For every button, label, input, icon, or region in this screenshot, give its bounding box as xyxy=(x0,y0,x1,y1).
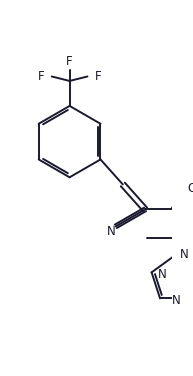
Text: N: N xyxy=(158,268,167,280)
Text: N: N xyxy=(172,294,181,306)
Text: N: N xyxy=(107,225,116,238)
Text: O: O xyxy=(187,182,193,196)
Text: N: N xyxy=(180,248,189,261)
Text: F: F xyxy=(38,70,44,83)
Text: F: F xyxy=(95,70,102,83)
Text: F: F xyxy=(66,55,73,68)
